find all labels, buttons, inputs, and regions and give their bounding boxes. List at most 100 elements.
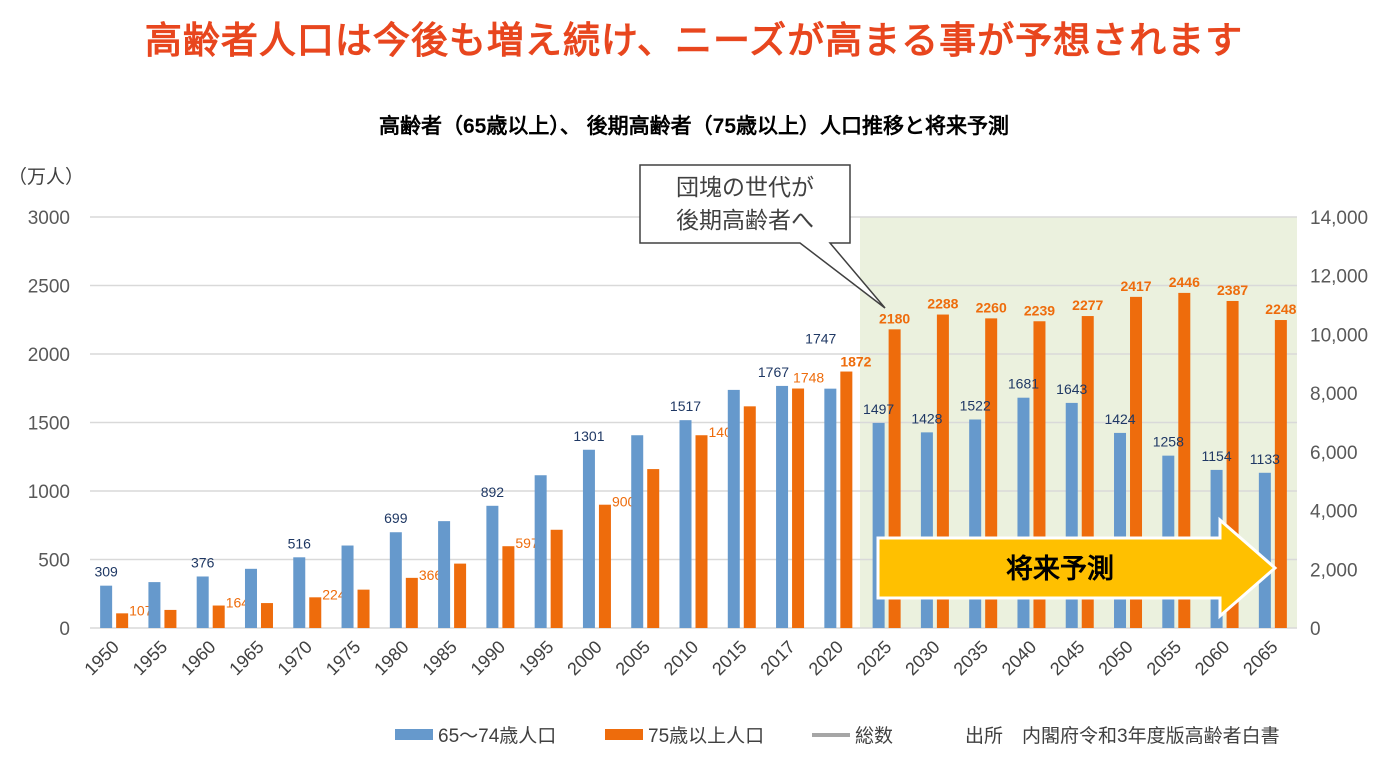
x-tick-label: 1990: [467, 637, 509, 679]
label-75plus-2017: 1748: [793, 370, 824, 386]
x-tick-label: 2045: [1046, 637, 1088, 679]
label-75plus-2035: 2260: [976, 299, 1007, 315]
bar-65-74-1960: [196, 576, 209, 628]
bar-65-74-2017: [776, 385, 789, 628]
bar-75plus-1960: [212, 605, 225, 628]
x-tick-label: 1960: [177, 637, 219, 679]
x-tick-label: 1970: [274, 637, 316, 679]
x-tick-label: 2010: [660, 637, 702, 679]
bar-75plus-2065: [1274, 320, 1287, 628]
bar-65-74-2015: [727, 389, 740, 628]
label-65-74-2035: 1522: [960, 397, 991, 413]
y2-tick-label: 2,000: [1310, 560, 1358, 581]
label-75plus-2060: 2387: [1217, 282, 1248, 298]
x-tick-label: 2015: [708, 637, 750, 679]
bar-65-74-1950: [100, 585, 113, 628]
label-75plus-2025: 2180: [879, 310, 910, 326]
x-tick-label: 2055: [1143, 637, 1185, 679]
x-tick-label: 2005: [612, 637, 654, 679]
x-tick-label: 2000: [563, 637, 605, 679]
label-75plus-2055: 2446: [1169, 274, 1200, 290]
bar-75plus-1965: [260, 603, 273, 628]
bar-65-74-1990: [486, 505, 499, 628]
x-tick-label: 1955: [129, 637, 171, 679]
bar-65-74-2065: [1258, 472, 1271, 628]
x-tick-label: 2035: [950, 637, 992, 679]
x-tick-label: 2060: [1191, 637, 1233, 679]
bar-75plus-1955: [164, 609, 177, 628]
label-65-74-2065: 1133: [1250, 451, 1280, 467]
label-65-74-2025: 1497: [863, 401, 894, 417]
bar-65-74-1980: [389, 532, 402, 628]
bar-75plus-2015: [743, 406, 756, 628]
label-75plus-1990: 597: [515, 535, 539, 551]
label-65-74-1960: 376: [191, 554, 215, 570]
bar-65-74-2010: [679, 420, 692, 628]
label-65-74-2040: 1681: [1008, 376, 1039, 392]
label-75plus-2050: 2417: [1120, 278, 1151, 294]
label-65-74-1970: 516: [288, 535, 312, 551]
label-65-74-1950: 309: [94, 564, 118, 580]
label-65-74-2017: 1767: [758, 364, 789, 380]
legend-label-65-74: 65〜74歳人口: [438, 725, 556, 747]
bar-75plus-1980: [405, 577, 418, 628]
label-65-74-2060: 1154: [1202, 448, 1232, 464]
label-75plus-2020: 1872: [840, 354, 871, 370]
y-tick-label: 500: [38, 551, 70, 572]
label-65-74-2045: 1643: [1056, 381, 1087, 397]
bar-75plus-1950: [116, 613, 129, 628]
label-75plus-2030: 2288: [927, 296, 958, 312]
bar-75plus-1975: [357, 589, 370, 628]
label-75plus-2000: 900: [612, 494, 636, 510]
legend-swatch-65-74: [395, 729, 433, 740]
bar-75plus-2000: [598, 504, 611, 628]
legend-label-total: 総数: [855, 725, 893, 747]
label-75plus-1980: 366: [419, 567, 443, 583]
bar-65-74-1970: [293, 557, 306, 628]
y2-tick-label: 6,000: [1310, 443, 1358, 464]
callout-line-1: 団塊の世代が: [676, 174, 814, 200]
bar-65-74-2020: [824, 388, 837, 628]
headline: 高齢者人口は今後も増え続け、ニーズが高まる事が予想されます: [144, 19, 1244, 62]
bar-65-74-2000: [582, 449, 595, 628]
source-note: 出所 内閣府令和3年度版高齢者白書: [965, 725, 1280, 747]
label-65-74-2050: 1424: [1104, 411, 1135, 427]
label-65-74-1980: 699: [384, 510, 408, 526]
bar-75plus-2005: [647, 469, 660, 628]
forecast-arrow: 将来予測: [876, 516, 1278, 620]
bar-75plus-2010: [695, 435, 708, 628]
y-tick-label: 2500: [28, 277, 70, 298]
bar-65-74-1955: [148, 582, 161, 628]
label-75plus-2065: 2248: [1265, 301, 1296, 317]
y2-tick-label: 14,000: [1310, 208, 1368, 229]
label-75plus-2040: 2239: [1024, 302, 1055, 318]
y2-tick-label: 0: [1310, 619, 1321, 640]
x-tick-label: 2017: [756, 637, 798, 679]
x-tick-label: 2050: [1094, 637, 1136, 679]
y2-tick-label: 10,000: [1310, 325, 1368, 346]
bar-65-74-1985: [438, 521, 451, 628]
bar-65-74-1975: [341, 545, 354, 628]
bar-65-74-1965: [244, 568, 257, 628]
y2-tick-label: 4,000: [1310, 502, 1358, 523]
x-tick-label: 2040: [998, 637, 1040, 679]
y2-tick-label: 8,000: [1310, 384, 1358, 405]
x-tick-label: 1985: [418, 637, 460, 679]
x-tick-label: 1995: [515, 637, 557, 679]
callout-line-2: 後期高齢者へ: [676, 207, 814, 233]
bar-75plus-1970: [309, 597, 322, 628]
y-tick-label: 1500: [28, 414, 70, 435]
bar-65-74-1995: [534, 475, 547, 628]
legend: 65〜74歳人口 75歳以上人口 総数: [395, 725, 893, 747]
x-tick-label: 1965: [225, 637, 267, 679]
chart-title: 高齢者（65歳以上）、 後期高齢者（75歳以上）人口推移と将来予測: [379, 114, 1009, 138]
x-tick-label: 2065: [1239, 637, 1281, 679]
bar-75plus-1990: [502, 546, 515, 628]
label-65-74-2010: 1517: [670, 398, 701, 414]
y2-tick-label: 12,000: [1310, 267, 1368, 288]
label-75plus-1970: 224: [322, 586, 346, 602]
bar-75plus-1995: [550, 529, 563, 628]
label-65-74-2055: 1258: [1153, 434, 1184, 450]
x-tick-label: 1950: [81, 637, 123, 679]
